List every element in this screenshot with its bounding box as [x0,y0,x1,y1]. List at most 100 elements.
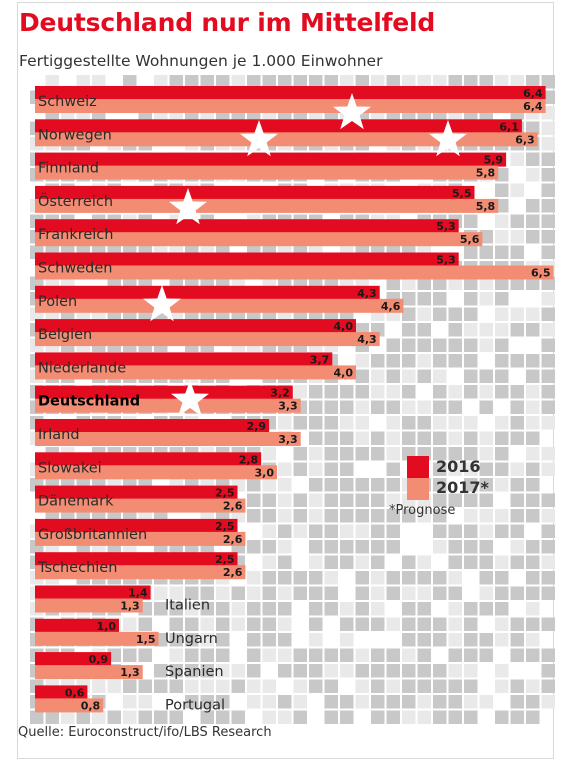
mosaic-tile [324,710,338,724]
mosaic-tile [309,416,323,430]
mosaic-tile [541,214,555,228]
mosaic-tile [510,679,524,693]
legend-swatch-2017 [407,478,429,500]
mosaic-tile [417,679,431,693]
mosaic-tile [123,679,137,693]
mosaic-tile [541,586,555,600]
mosaic-tile [448,75,462,89]
mosaic-tile [200,664,214,678]
mosaic-tile [262,509,276,523]
mosaic-tile [247,493,261,507]
mosaic-tile [417,586,431,600]
mosaic-tile [479,292,493,306]
mosaic-tile [278,540,292,554]
mosaic-tile [402,648,416,662]
mosaic-tile [448,679,462,693]
mosaic-tile [107,679,121,693]
mosaic-tile [324,586,338,600]
mosaic-tile [526,540,540,554]
mosaic-tile [216,695,230,709]
bar-2016-3 [35,185,475,200]
mosaic-tile [510,307,524,321]
mosaic-tile [278,633,292,647]
mosaic-tile [541,447,555,461]
mosaic-tile [464,323,478,337]
mosaic-tile [526,152,540,166]
category-label-18: Portugal [165,697,225,713]
mosaic-tile [247,540,261,554]
mosaic-tile [324,478,338,492]
mosaic-tile [402,602,416,616]
mosaic-tile [510,75,524,89]
mosaic-tile [417,431,431,445]
mosaic-tile [448,416,462,430]
value-label-2016-17: 0,9 [89,653,109,666]
mosaic-tile [355,617,369,631]
mosaic-tile [278,695,292,709]
mosaic-tile [324,602,338,616]
mosaic-tile [355,679,369,693]
mosaic-tile [247,602,261,616]
mosaic-tile [510,509,524,523]
mosaic-tile [464,555,478,569]
mosaic-tile [293,679,307,693]
mosaic-tile [448,540,462,554]
mosaic-tile [541,121,555,135]
star-icon-3 [169,188,207,225]
category-label-7: Belgien [38,327,92,343]
mosaic-tile [526,276,540,290]
mosaic-tile [541,524,555,538]
source-note: Quelle: Euroconstruct/ifo/LBS Research [18,725,272,740]
mosaic-tile [526,695,540,709]
mosaic-tile [355,602,369,616]
mosaic-tile [526,369,540,383]
series-2016 [35,86,546,700]
mosaic-tile [293,447,307,461]
mosaic-tile [247,571,261,585]
series-2017 [35,99,554,713]
mosaic-tile [340,400,354,414]
mosaic-tile [479,323,493,337]
bar-2016-13 [35,518,238,533]
mosaic-tile [479,602,493,616]
mosaic-tile [371,493,385,507]
value-label-2016-18: 0,6 [65,686,85,699]
mosaic-tile [278,509,292,523]
mosaic-tile [278,493,292,507]
mosaic-tile [386,276,400,290]
mosaic-tile [464,276,478,290]
mosaic-tile [355,478,369,492]
mosaic-tile [371,400,385,414]
mosaic-tile [479,245,493,259]
mosaic-tile [417,276,431,290]
mosaic-tile [185,695,199,709]
mosaic-tile [293,493,307,507]
value-label-2017-4: 5,6 [460,233,480,246]
mosaic-tile [386,338,400,352]
star-icon-4 [143,285,181,322]
value-label-2016-2: 5,9 [484,154,504,167]
mosaic-tile [433,509,447,523]
mosaic-tile [526,385,540,399]
mosaic-tile [386,710,400,724]
mosaic-tile [402,75,416,89]
mosaic-tile [76,710,90,724]
mosaic-tile [417,323,431,337]
star-icon-2 [429,120,467,157]
mosaic-tile [464,385,478,399]
value-label-2017-11: 3,0 [255,466,275,479]
mosaic-tile [448,571,462,585]
bar-2017-17 [35,665,143,680]
mosaic-tile [526,462,540,476]
mosaic-tile [355,695,369,709]
mosaic-tile [371,679,385,693]
chart-title: Deutschland nur im Mittelfeld [19,8,436,37]
mosaic-tile [402,571,416,585]
mosaic-tile [526,199,540,213]
mosaic-tile [324,509,338,523]
mosaic-tile [45,75,59,89]
mosaic-tile [371,664,385,678]
mosaic-tile [510,617,524,631]
mosaic-tile [541,400,555,414]
